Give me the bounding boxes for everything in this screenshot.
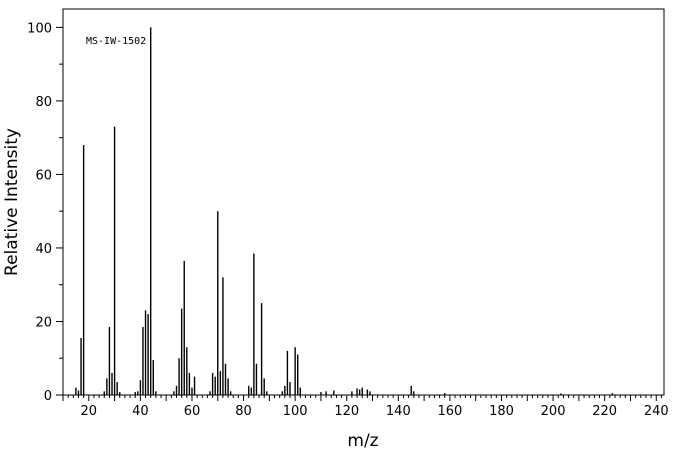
y-axis-label: Relative Intensity (2, 128, 22, 276)
x-tick-label: 100 (283, 404, 308, 419)
x-tick-label: 40 (132, 404, 149, 419)
x-tick-label: 120 (334, 404, 359, 419)
y-tick-label: 80 (35, 95, 52, 110)
x-tick-label: 80 (235, 404, 252, 419)
peaks (75, 27, 614, 395)
y-tick-label: 40 (35, 242, 52, 257)
x-tick-label: 160 (437, 404, 462, 419)
spectrum-id-annotation: MS-IW-1502 (86, 36, 146, 47)
y-axis: 0 20 40 60 80 100 (27, 21, 63, 404)
x-tick-label: 20 (81, 404, 98, 419)
x-tick-label: 240 (644, 404, 669, 419)
x-tick-label: 180 (489, 404, 514, 419)
x-tick-label: 200 (541, 404, 566, 419)
x-axis: 20 40 60 80 100 120 140 160 180 200 220 240 (62, 395, 669, 419)
y-tick-label: 60 (35, 168, 52, 183)
x-tick-label: 220 (592, 404, 617, 419)
x-axis-label: m/z (347, 431, 378, 451)
x-tick-label: 140 (386, 404, 411, 419)
y-tick-label: 20 (35, 315, 52, 330)
x-tick-label: 60 (184, 404, 201, 419)
plot-frame (62, 8, 665, 396)
y-tick-label: 0 (44, 389, 52, 404)
y-tick-label: 100 (27, 21, 52, 36)
